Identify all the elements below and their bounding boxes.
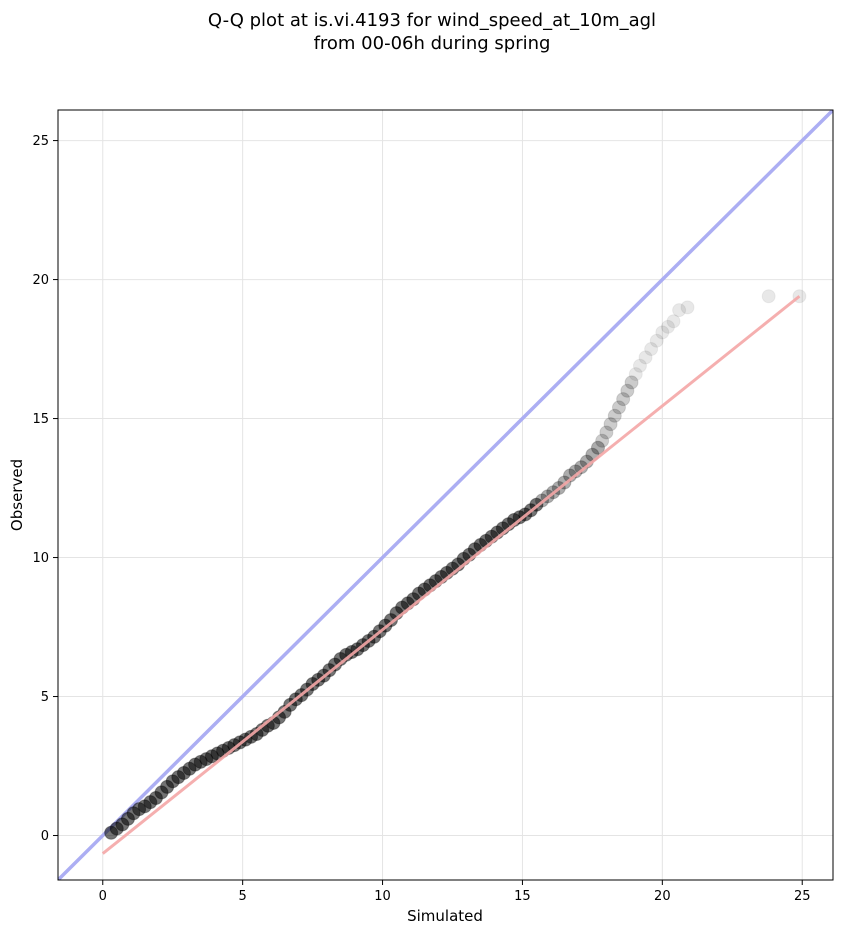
x-tick-label-4: 20 [654, 889, 671, 904]
quantile-point-90 [603, 417, 618, 432]
quantile-point-104 [672, 303, 687, 318]
x-axis-label: Simulated [407, 907, 483, 925]
quantile-point-100 [649, 333, 664, 348]
y-tick-label-5: 25 [32, 134, 49, 149]
x-tick-label-0: 0 [99, 889, 107, 904]
quantile-point-91 [607, 408, 622, 423]
plot-frame [57, 109, 834, 881]
y-tick-label-2: 10 [32, 551, 49, 566]
x-tick-label-2: 10 [374, 889, 391, 904]
quantile-point-94 [620, 383, 635, 398]
y-tick-label-1: 5 [41, 690, 49, 705]
quantile-point-87 [590, 440, 605, 455]
x-tick-label-5: 25 [794, 889, 811, 904]
quantile-point-99 [644, 342, 659, 357]
quantile-points [104, 289, 807, 840]
quantile-point-88 [595, 433, 610, 448]
y-tick-label-0: 0 [41, 829, 49, 844]
quantile-point-103 [666, 314, 681, 329]
chart-title-line-1: Q-Q plot at is.vi.4193 for wind_speed_at… [208, 10, 656, 31]
quantile-point-89 [599, 425, 614, 440]
quantile-point-102 [660, 319, 675, 334]
quantile-point-105 [680, 300, 695, 315]
grid [58, 110, 833, 880]
identity-line [58, 110, 833, 880]
quantile-point-92 [611, 400, 626, 415]
quantile-point-98 [638, 350, 653, 365]
quantile-point-95 [624, 375, 639, 390]
quantile-point-93 [616, 392, 631, 407]
y-tick-label-4: 20 [32, 273, 49, 288]
y-tick-label-3: 15 [32, 412, 49, 427]
chart-title-line-2: from 00-06h during spring [314, 33, 551, 54]
quantile-point-96 [628, 367, 643, 382]
x-tick-label-1: 5 [239, 889, 247, 904]
y-axis-label: Observed [8, 459, 26, 531]
axis-ticks: 0 5 10 15 20 25 0 5 10 15 20 25 [32, 134, 810, 904]
fit-line [101, 295, 801, 855]
quantile-point-97 [632, 358, 647, 373]
x-tick-label-3: 15 [514, 889, 531, 904]
quantile-point-101 [655, 325, 670, 340]
quantile-point-106 [761, 289, 776, 304]
